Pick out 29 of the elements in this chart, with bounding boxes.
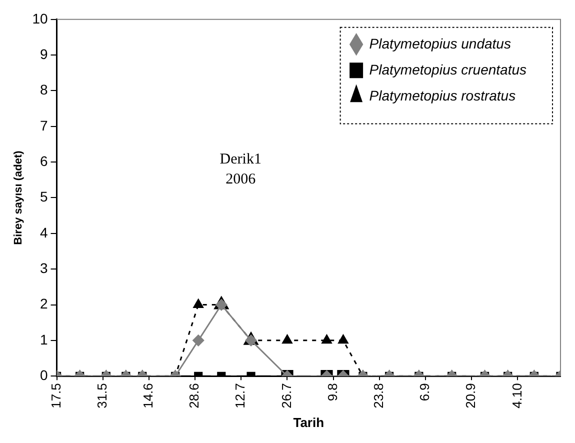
x-tick-label: 9.8 xyxy=(324,383,340,402)
x-axis-title: Tarih xyxy=(293,414,324,430)
legend-label: Platymetopius undatus xyxy=(369,35,511,52)
x-tick-label: 31.5 xyxy=(94,383,110,408)
y-tick-label: 5 xyxy=(40,188,48,205)
y-tick-label: 6 xyxy=(40,152,48,169)
legend-label: Platymetopius cruentatus xyxy=(369,61,527,78)
legend-label: Platymetopius rostratus xyxy=(369,87,516,104)
annotation: Derik1 xyxy=(220,151,262,168)
x-tick-label: 4.10 xyxy=(509,383,524,408)
x-tick-label: 20.9 xyxy=(463,383,478,408)
y-tick-label: 9 xyxy=(40,46,48,62)
y-tick-label: 2 xyxy=(40,296,48,312)
y-tick-label: 10 xyxy=(32,10,48,26)
x-tick-label: 26.7 xyxy=(278,383,294,408)
annotation: 2006 xyxy=(226,171,256,188)
y-axis-title: Birey sayısı (adet) xyxy=(12,150,25,245)
x-tick-label: 6.9 xyxy=(417,383,432,402)
x-tick-label: 17.5 xyxy=(48,383,64,408)
x-tick-label: 12.7 xyxy=(232,383,248,408)
x-tick-label: 14.6 xyxy=(140,383,156,408)
y-tick-label: 1 xyxy=(40,331,48,348)
x-tick-label: 28.6 xyxy=(186,383,202,408)
y-tick-label: 0 xyxy=(40,366,48,383)
y-tick-label: 3 xyxy=(40,260,48,276)
y-tick-label: 4 xyxy=(40,224,48,240)
y-tick-label: 7 xyxy=(40,117,48,134)
x-tick-label: 23.8 xyxy=(371,383,386,408)
y-tick-label: 8 xyxy=(40,82,48,98)
